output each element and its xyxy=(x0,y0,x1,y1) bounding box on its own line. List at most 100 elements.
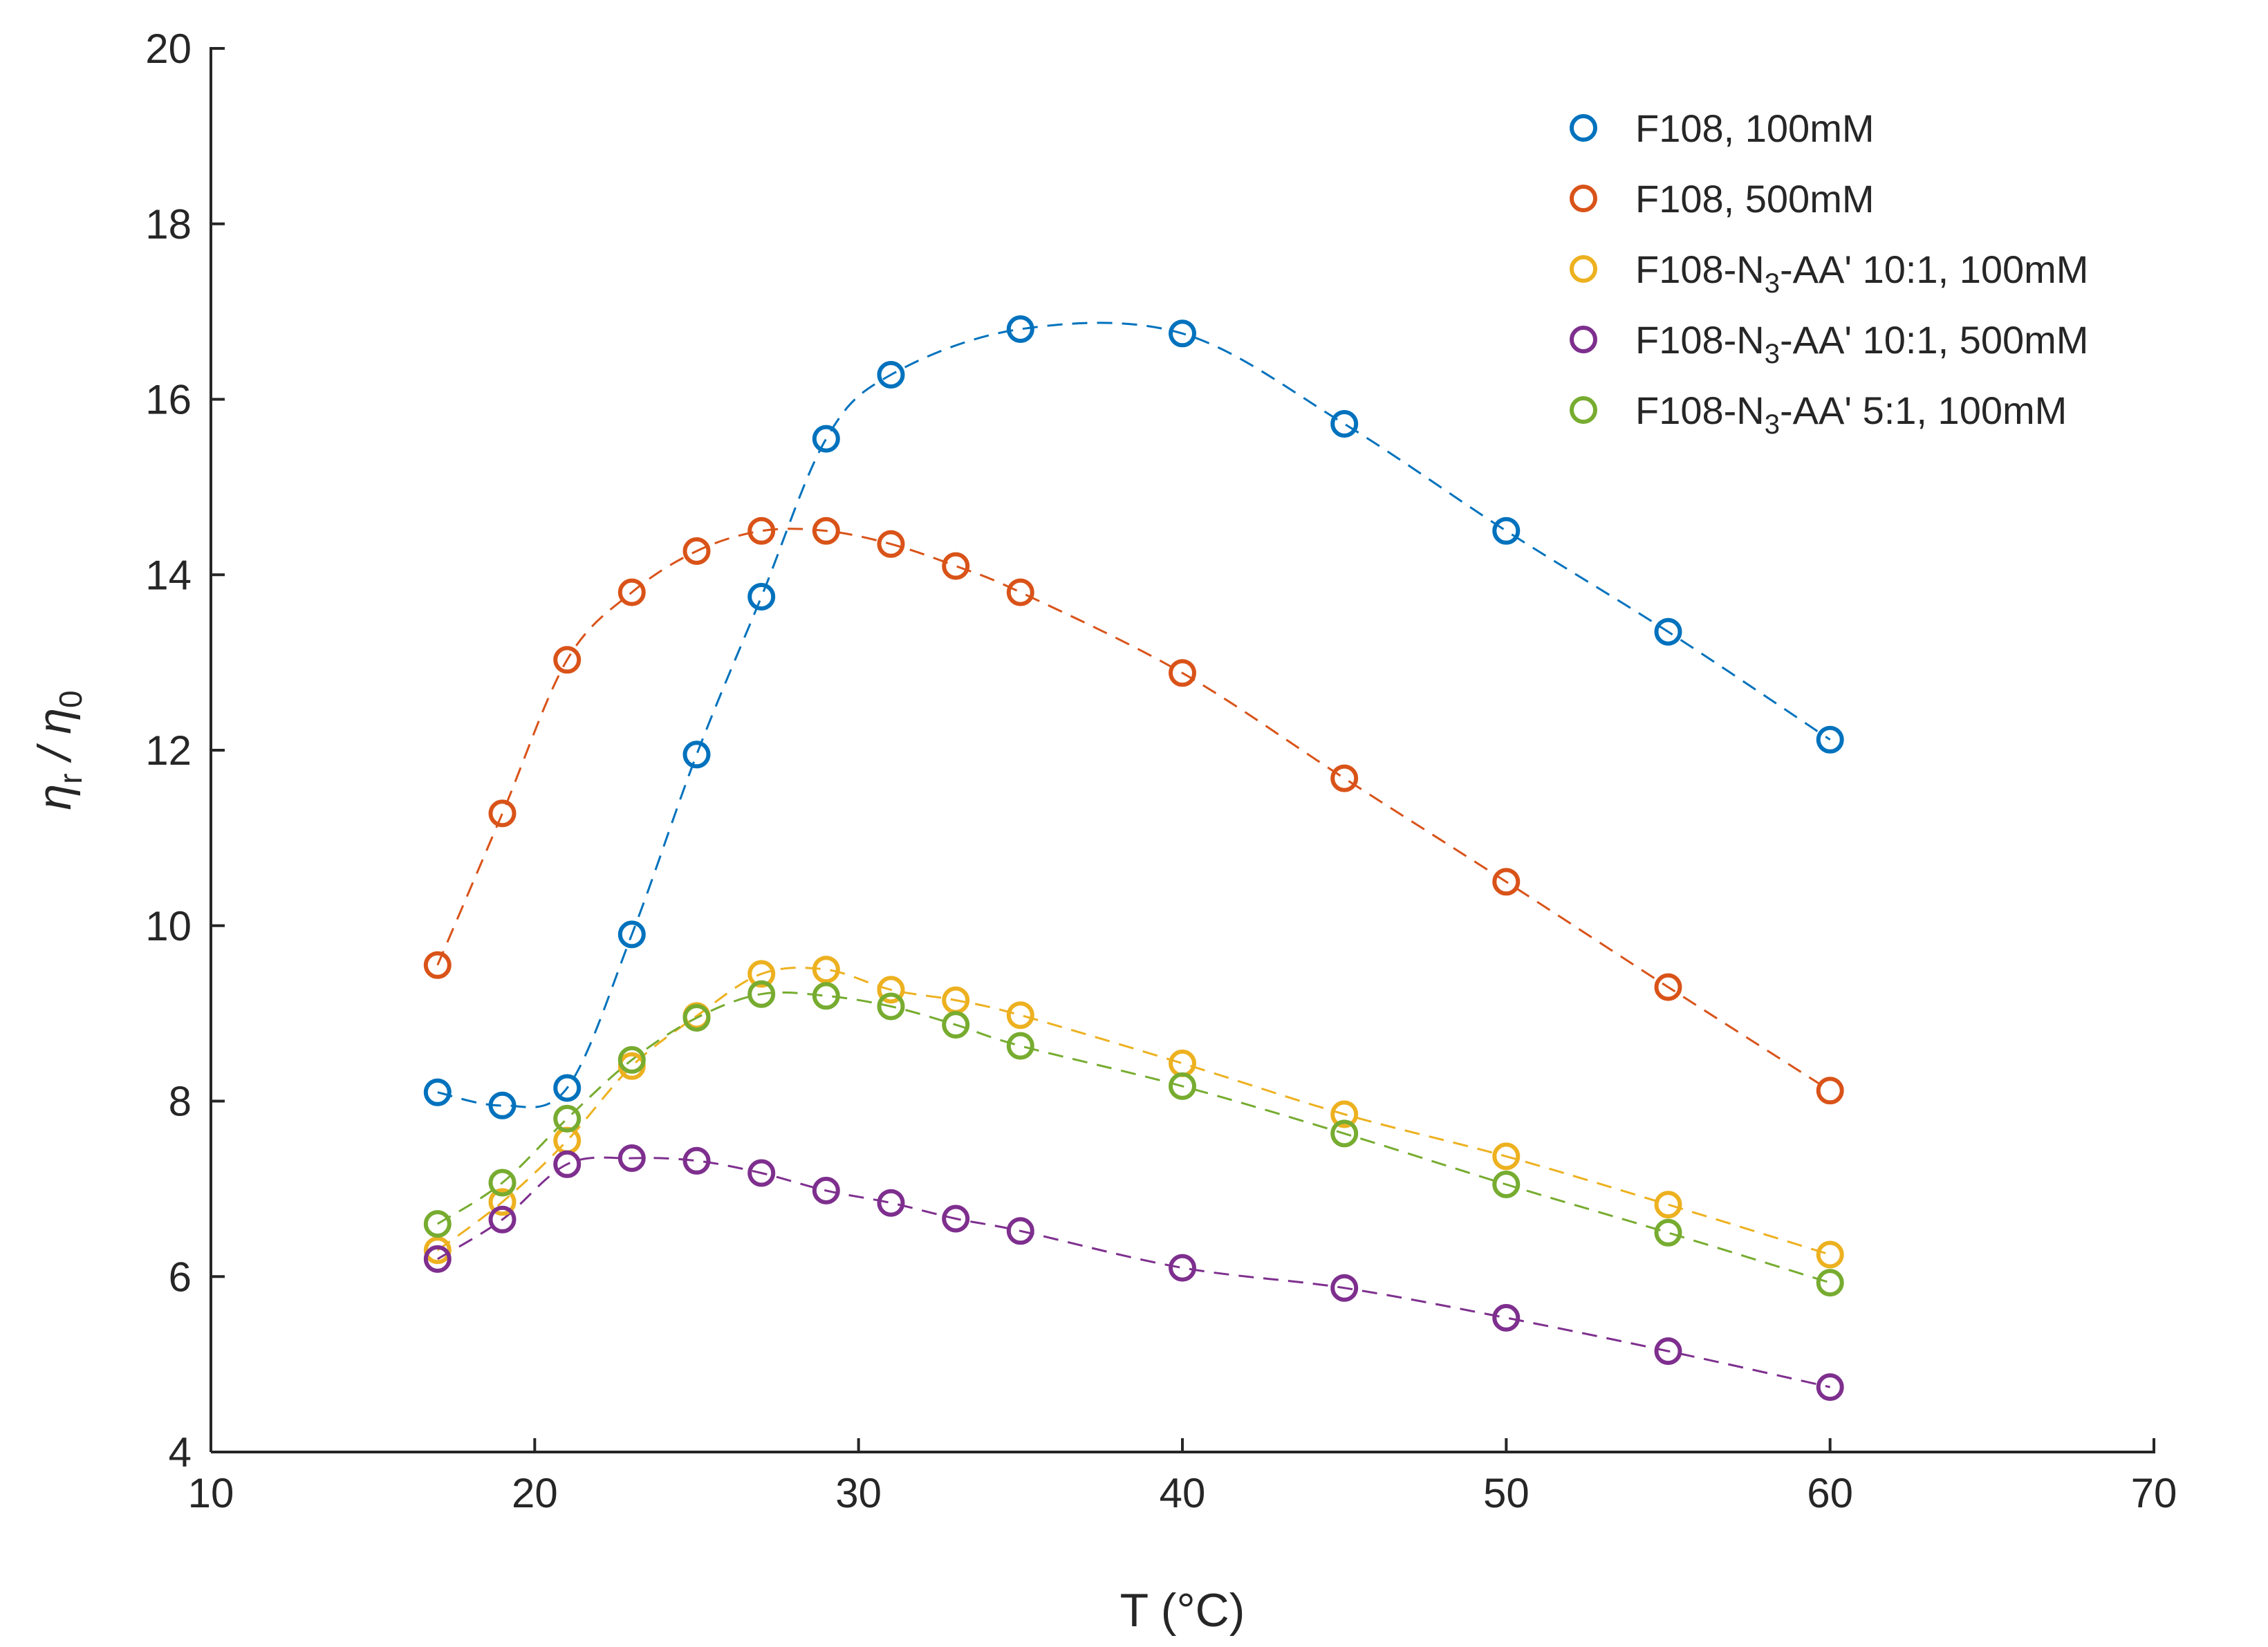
y-axis-title-main: η xyxy=(28,784,81,810)
data-point-series-5 xyxy=(1169,1072,1196,1100)
y-tick-label: 12 xyxy=(145,727,192,774)
data-point-series-5 xyxy=(942,1011,970,1039)
y-tick-label: 14 xyxy=(145,552,192,598)
data-point-series-3 xyxy=(812,956,840,984)
data-point-series-5 xyxy=(1006,1032,1034,1060)
data-point-series-4 xyxy=(488,1205,517,1234)
data-point-series-1 xyxy=(1654,617,1682,646)
legend-marker-2 xyxy=(1570,185,1597,212)
data-point-series-2 xyxy=(617,578,646,606)
fit-curves xyxy=(436,322,1831,1388)
data-point-series-1 xyxy=(1169,319,1196,348)
data-point-series-4 xyxy=(1006,1217,1034,1245)
data-point-series-1 xyxy=(1816,725,1844,754)
data-point-series-3 xyxy=(1492,1142,1521,1171)
data-point-series-5 xyxy=(1492,1171,1521,1198)
data-point-series-2 xyxy=(682,537,711,565)
data-point-series-2 xyxy=(1169,659,1196,687)
data-point-series-4 xyxy=(1169,1254,1196,1282)
y-tick-label: 8 xyxy=(169,1079,192,1125)
data-point-series-1 xyxy=(682,741,711,769)
data-point-series-2 xyxy=(1006,578,1034,606)
data-point-series-4 xyxy=(747,1159,776,1187)
data-point-series-4 xyxy=(1816,1373,1844,1402)
data-point-series-2 xyxy=(423,951,452,979)
data-point-series-4 xyxy=(877,1189,905,1217)
y-tick-label: 4 xyxy=(169,1429,192,1476)
data-point-series-5 xyxy=(1330,1119,1359,1148)
data-point-series-5 xyxy=(553,1104,582,1133)
y-axis-title-sub1: r xyxy=(53,773,89,783)
data-point-series-5 xyxy=(488,1169,517,1197)
data-point-series-2 xyxy=(747,517,776,545)
data-point-series-1 xyxy=(877,361,905,389)
data-point-series-5 xyxy=(1816,1269,1844,1297)
legend-label-3: F108-N3-AA' 10:1, 100mM xyxy=(1635,248,2088,299)
data-point-series-4 xyxy=(682,1146,711,1175)
data-point-series-2 xyxy=(1330,764,1359,792)
data-point-series-1 xyxy=(617,920,646,949)
legend-label-2: F108, 500mM xyxy=(1635,177,1875,221)
data-point-series-4 xyxy=(423,1245,452,1273)
data-point-series-3 xyxy=(877,976,905,1004)
y-tick-label: 16 xyxy=(145,377,192,423)
y-axis-title: ηr / η0 xyxy=(28,690,89,810)
data-point-series-3 xyxy=(488,1188,517,1216)
y-tick-label: 18 xyxy=(145,201,192,248)
data-point-series-1 xyxy=(553,1074,582,1102)
x-tick-label: 50 xyxy=(1483,1470,1530,1516)
data-point-series-5 xyxy=(747,980,776,1008)
x-tick-label: 60 xyxy=(1807,1470,1853,1516)
data-point-series-5 xyxy=(877,992,905,1021)
data-point-series-1 xyxy=(1006,315,1034,343)
data-point-series-3 xyxy=(1169,1049,1196,1077)
y-tick-label: 10 xyxy=(145,903,192,949)
x-tick-label: 40 xyxy=(1160,1470,1206,1516)
data-point-series-3 xyxy=(423,1236,452,1265)
x-tick-label: 10 xyxy=(188,1470,234,1516)
data-point-series-1 xyxy=(812,425,840,453)
x-axis-title: T (°C) xyxy=(1120,1584,1245,1637)
x-ticks: 10 20 30 40 50 60 70 xyxy=(188,1438,2177,1516)
data-point-series-4 xyxy=(1330,1274,1359,1302)
data-point-series-3 xyxy=(1816,1240,1844,1269)
x-tick-label: 30 xyxy=(835,1470,882,1516)
data-point-series-5 xyxy=(1654,1218,1682,1247)
legend-marker-4 xyxy=(1570,326,1597,353)
data-point-series-5 xyxy=(617,1045,646,1074)
data-point-series-4 xyxy=(812,1176,840,1204)
data-point-series-2 xyxy=(1492,868,1521,896)
legend-label-4: F108-N3-AA' 10:1, 500mM xyxy=(1635,318,2088,369)
data-point-series-3 xyxy=(1330,1100,1359,1128)
data-point-series-1 xyxy=(1330,410,1359,438)
fit-curve-series-2 xyxy=(436,528,1831,1092)
legend-marker-5 xyxy=(1570,396,1597,424)
data-point-series-2 xyxy=(877,530,905,558)
data-point-series-4 xyxy=(553,1150,582,1178)
fit-curve-series-4 xyxy=(437,1156,1831,1388)
y-tick-label: 20 xyxy=(145,26,192,72)
data-point-series-2 xyxy=(488,799,517,828)
legend-label-5: F108-N3-AA' 5:1, 100mM xyxy=(1635,389,2067,440)
fit-curve-series-5 xyxy=(436,991,1831,1284)
y-tick-label: 6 xyxy=(169,1254,192,1300)
data-point-series-2 xyxy=(942,552,970,580)
data-point-series-2 xyxy=(1816,1077,1844,1105)
data-point-series-2 xyxy=(1654,973,1682,1001)
y-ticks: 4 6 8 10 12 14 16 18 20 xyxy=(145,26,225,1476)
fit-curve-series-1 xyxy=(437,322,1831,1108)
legend-marker-3 xyxy=(1570,255,1597,283)
data-point-series-4 xyxy=(1492,1303,1521,1332)
data-point-series-5 xyxy=(812,982,840,1010)
legend-label-1: F108, 100mM xyxy=(1635,106,1875,150)
data-point-series-4 xyxy=(1654,1337,1682,1366)
data-point-series-3 xyxy=(747,960,776,988)
data-point-series-1 xyxy=(423,1078,452,1106)
data-point-series-1 xyxy=(488,1091,517,1119)
data-point-series-2 xyxy=(812,517,840,545)
data-markers xyxy=(423,315,1844,1402)
data-point-series-1 xyxy=(747,583,776,611)
y-axis-title-sub2: 0 xyxy=(53,690,89,708)
data-point-series-3 xyxy=(1654,1191,1682,1219)
